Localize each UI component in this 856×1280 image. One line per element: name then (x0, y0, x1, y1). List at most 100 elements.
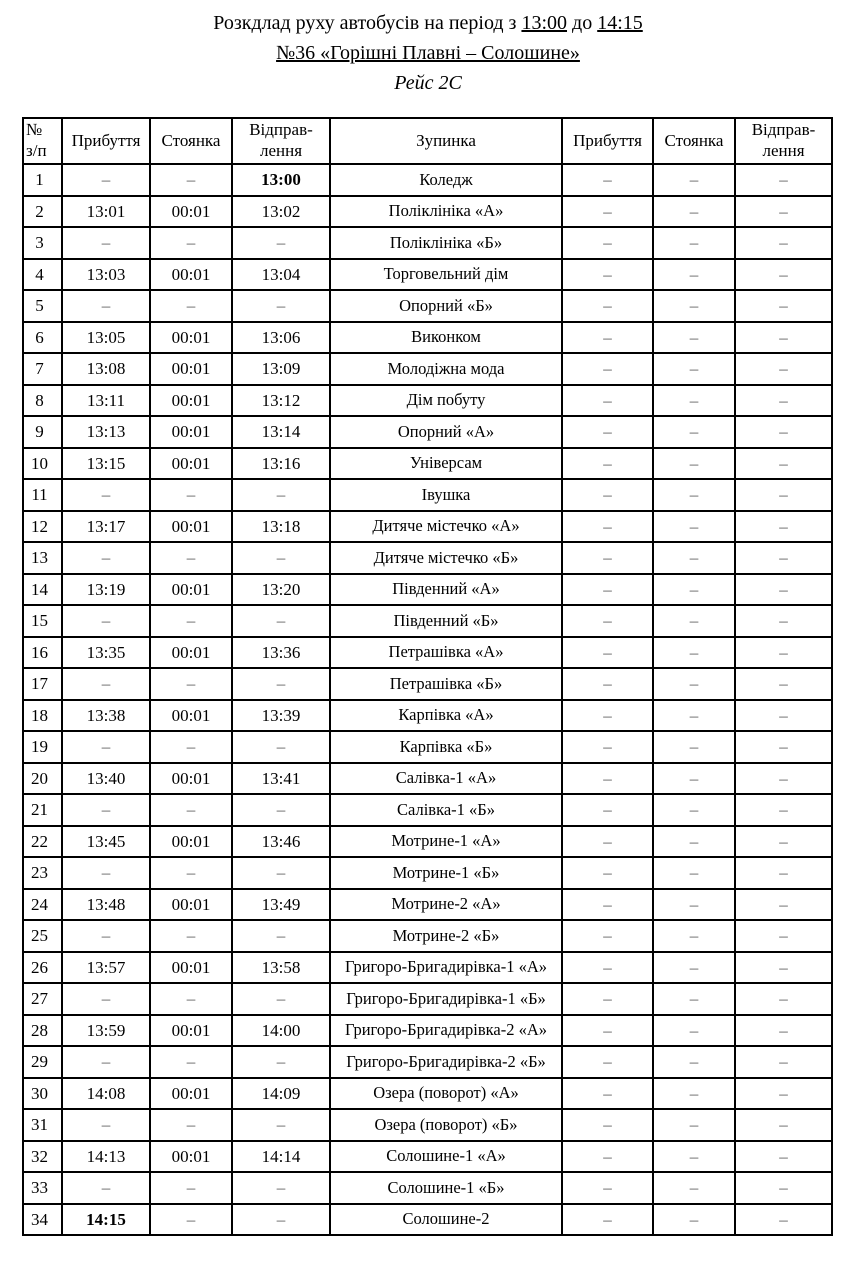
cell-num: 14 (22, 572, 63, 606)
cell-arrival-outbound: 13:59 (61, 1013, 151, 1047)
cell-departure-outbound: 13:58 (231, 950, 331, 984)
cell-departure-outbound: 13:41 (231, 761, 331, 795)
cell-arrival-return: – (561, 950, 654, 984)
cell-stopover-outbound: 00:01 (149, 824, 233, 858)
cell-departure-return: – (734, 541, 833, 575)
cell-departure-return: – (734, 478, 833, 512)
cell-arrival-outbound: 13:57 (61, 950, 151, 984)
schedule-page: Розкдлад руху автобусів на період з 13:0… (0, 8, 856, 1236)
cell-num: 19 (22, 730, 63, 764)
schedule-title: Розкдлад руху автобусів на період з 13:0… (0, 8, 856, 38)
table-row: 33– – – Солошине-1 «Б» – – – (22, 1171, 833, 1205)
cell-arrival-return: – (561, 194, 654, 228)
cell-arrival-outbound: 14:15 (61, 1202, 151, 1236)
cell-departure-return: – (734, 950, 833, 984)
cell-departure-return: – (734, 352, 833, 386)
cell-departure-return: – (734, 698, 833, 732)
cell-stopover-return: – (652, 824, 736, 858)
cell-arrival-outbound: – (61, 982, 151, 1016)
cell-num: 22 (22, 824, 63, 858)
cell-num: 17 (22, 667, 63, 701)
cell-num: 13 (22, 541, 63, 575)
cell-arrival-outbound: – (61, 1108, 151, 1142)
cell-stop-name: Південний «Б» (329, 604, 563, 638)
cell-arrival-outbound: 13:15 (61, 446, 151, 480)
cell-stop-name: Петрашівка «Б» (329, 667, 563, 701)
table-row: 3– – – Поліклініка «Б» – – – (22, 226, 833, 260)
cell-stopover-outbound: – (149, 919, 233, 953)
cell-departure-outbound: 13:09 (231, 352, 331, 386)
cell-departure-outbound: 13:06 (231, 320, 331, 354)
cell-departure-return: – (734, 320, 833, 354)
cell-departure-outbound: 13:36 (231, 635, 331, 669)
cell-stop-name: Поліклініка «Б» (329, 226, 563, 260)
cell-stop-name: Молодіжна мода (329, 352, 563, 386)
cell-arrival-return: – (561, 761, 654, 795)
cell-departure-outbound: 13:04 (231, 257, 331, 291)
cell-stopover-outbound: 00:01 (149, 887, 233, 921)
cell-num: 21 (22, 793, 63, 827)
cell-num: 29 (22, 1045, 63, 1079)
route-title: №36 «Горішні Плавні – Солошине» (276, 42, 580, 64)
schedule-body: 1– –13:00 Коледж – – –2 13:01 00:01 13:02 Поліклі… (22, 163, 833, 1236)
cell-stopover-outbound: – (149, 982, 233, 1016)
table-row: 8 13:11 00:01 13:12 Дім побуту – – – (22, 383, 833, 417)
cell-num: 2 (22, 194, 63, 228)
cell-stop-name: Мотрине-2 «А» (329, 887, 563, 921)
cell-arrival-outbound: 13:48 (61, 887, 151, 921)
cell-arrival-return: – (561, 919, 654, 953)
cell-departure-outbound: 13:49 (231, 887, 331, 921)
cell-departure-outbound: 14:09 (231, 1076, 331, 1110)
cell-departure-outbound: – (231, 541, 331, 575)
cell-departure-return: – (734, 289, 833, 323)
table-row: 5– – – Опорний «Б» – – – (22, 289, 833, 323)
cell-stopover-return: – (652, 289, 736, 323)
cell-arrival-outbound: – (61, 478, 151, 512)
cell-stopover-return: – (652, 982, 736, 1016)
cell-stopover-outbound: – (149, 604, 233, 638)
cell-num: 26 (22, 950, 63, 984)
table-row: 28 13:59 00:01 14:00 Григоро-Бригадирівка-2 … (22, 1013, 833, 1047)
cell-stopover-outbound: – (149, 1202, 233, 1236)
cell-num: 23 (22, 856, 63, 890)
cell-arrival-return: – (561, 226, 654, 260)
cell-num: 27 (22, 982, 63, 1016)
cell-num: 11 (22, 478, 63, 512)
cell-stop-name: Петрашівка «А» (329, 635, 563, 669)
cell-stopover-outbound: 00:01 (149, 509, 233, 543)
cell-departure-outbound: – (231, 667, 331, 701)
cell-arrival-outbound: – (61, 730, 151, 764)
table-row: 26 13:57 00:01 13:58 Григоро-Бригадирівка-1 … (22, 950, 833, 984)
cell-stop-name: Григоро-Бригадирівка-1 «А» (329, 950, 563, 984)
cell-arrival-outbound: 13:35 (61, 635, 151, 669)
cell-arrival-outbound: – (61, 163, 151, 197)
cell-departure-return: – (734, 1045, 833, 1079)
table-row: 25– – – Мотрине-2 «Б» – – – (22, 919, 833, 953)
cell-stopover-outbound: – (149, 1108, 233, 1142)
cell-departure-return: – (734, 856, 833, 890)
cell-departure-outbound: – (231, 982, 331, 1016)
cell-departure-outbound: 14:14 (231, 1139, 331, 1173)
cell-num: 15 (22, 604, 63, 638)
table-row: 18 13:38 00:01 13:39 Карпівка «А» – – – (22, 698, 833, 732)
cell-stopover-outbound: 00:01 (149, 194, 233, 228)
cell-stop-name: Салівка-1 «Б» (329, 793, 563, 827)
cell-stop-name: Опорний «Б» (329, 289, 563, 323)
cell-stop-name: Торговельний дім (329, 257, 563, 291)
cell-arrival-outbound: 13:11 (61, 383, 151, 417)
cell-stop-name: Дитяче містечко «Б» (329, 541, 563, 575)
cell-arrival-outbound: 13:05 (61, 320, 151, 354)
cell-arrival-return: – (561, 415, 654, 449)
table-row: 16 13:35 00:01 13:36 Петрашівка «А» – – – (22, 635, 833, 669)
cell-departure-return: – (734, 383, 833, 417)
table-row: 13– – – Дитяче містечко «Б» – – – (22, 541, 833, 575)
cell-stopover-return: – (652, 1108, 736, 1142)
cell-departure-outbound: – (231, 478, 331, 512)
cell-arrival-return: – (561, 1202, 654, 1236)
cell-num: 3 (22, 226, 63, 260)
cell-departure-return: – (734, 887, 833, 921)
cell-stopover-return: – (652, 415, 736, 449)
cell-stopover-return: – (652, 1139, 736, 1173)
cell-stopover-outbound: 00:01 (149, 950, 233, 984)
table-row: 30 14:08 00:01 14:09 Озера (поворот) «А» – – – (22, 1076, 833, 1110)
